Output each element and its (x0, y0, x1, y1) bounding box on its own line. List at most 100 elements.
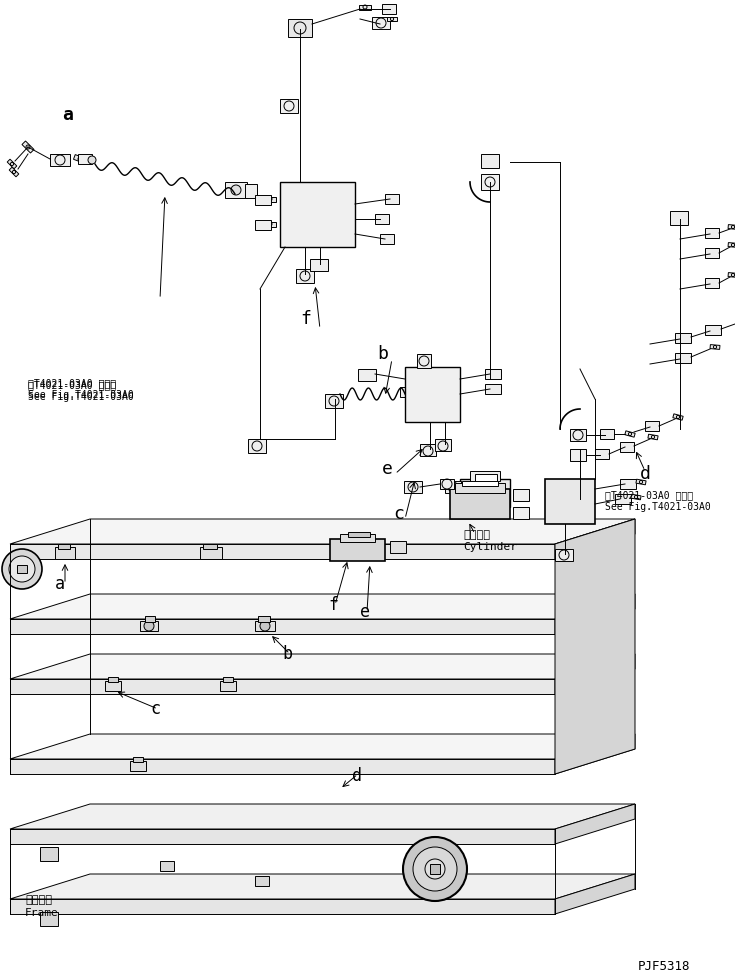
Bar (555, 549, 573, 562)
Bar (78, 154, 92, 165)
Text: b: b (377, 345, 388, 362)
Bar (675, 354, 691, 363)
Polygon shape (555, 655, 635, 695)
Bar (55, 547, 75, 560)
Text: d: d (640, 464, 651, 483)
Bar (600, 430, 614, 440)
Bar (145, 616, 155, 622)
Text: See Fig.T4021-03A0: See Fig.T4021-03A0 (605, 501, 711, 512)
Bar (223, 677, 233, 682)
Bar (385, 194, 399, 205)
Bar (430, 864, 440, 874)
Polygon shape (636, 480, 646, 486)
Text: 第T4021-03A0 図参照: 第T4021-03A0 図参照 (28, 378, 116, 388)
Bar (481, 154, 499, 169)
Bar (595, 449, 609, 459)
Bar (705, 229, 719, 238)
Bar (248, 440, 266, 453)
Bar (445, 482, 461, 493)
Bar (513, 489, 529, 501)
Polygon shape (10, 655, 635, 679)
Text: a: a (62, 106, 73, 124)
Bar (108, 677, 118, 682)
Bar (705, 325, 721, 336)
Bar (255, 221, 271, 231)
Polygon shape (555, 520, 635, 774)
Bar (358, 369, 376, 382)
Bar (288, 20, 312, 38)
Bar (280, 100, 298, 114)
Polygon shape (648, 435, 658, 441)
Bar (200, 547, 222, 560)
Polygon shape (10, 735, 635, 759)
Bar (670, 212, 688, 226)
Bar (405, 367, 460, 423)
Bar (485, 385, 501, 395)
Bar (140, 621, 158, 631)
Bar (375, 215, 389, 225)
Bar (570, 449, 586, 461)
Polygon shape (10, 594, 635, 619)
Bar (380, 234, 394, 245)
Circle shape (260, 621, 270, 631)
Bar (330, 539, 385, 562)
Text: e: e (382, 459, 393, 478)
Polygon shape (10, 168, 19, 178)
Text: Cylinder: Cylinder (463, 541, 517, 551)
Polygon shape (673, 414, 683, 421)
Bar (400, 388, 414, 398)
Bar (372, 18, 390, 30)
Bar (50, 154, 70, 167)
Bar (545, 480, 595, 525)
Bar (675, 334, 691, 344)
Bar (255, 195, 271, 206)
Polygon shape (22, 142, 34, 153)
Circle shape (9, 557, 35, 582)
Circle shape (413, 847, 457, 891)
Text: 第T4021-03A0 図参照: 第T4021-03A0 図参照 (28, 380, 116, 390)
Text: f: f (328, 595, 338, 614)
Bar (485, 369, 501, 380)
Bar (255, 621, 275, 631)
Circle shape (403, 837, 467, 901)
Bar (325, 395, 343, 408)
Polygon shape (10, 619, 555, 634)
Text: 第T4021-03A0 図参照: 第T4021-03A0 図参照 (605, 489, 693, 499)
Bar (435, 440, 451, 451)
Text: PJF5318: PJF5318 (637, 959, 690, 972)
Polygon shape (387, 18, 397, 21)
Polygon shape (10, 759, 555, 774)
Bar (420, 445, 436, 456)
Bar (705, 278, 719, 289)
Bar (296, 270, 314, 283)
Text: b: b (282, 645, 292, 662)
Bar (105, 681, 121, 692)
Text: c: c (150, 700, 160, 717)
Polygon shape (728, 274, 735, 278)
Bar (462, 482, 498, 487)
Text: d: d (352, 766, 362, 785)
Polygon shape (7, 160, 17, 170)
Polygon shape (10, 829, 555, 844)
Bar (455, 484, 505, 493)
Bar (450, 489, 510, 520)
Circle shape (144, 621, 154, 631)
Bar (130, 761, 146, 771)
Polygon shape (10, 520, 635, 544)
Circle shape (231, 186, 241, 195)
Bar (460, 480, 510, 507)
Polygon shape (555, 520, 635, 560)
Text: e: e (360, 603, 370, 620)
Bar (280, 183, 355, 248)
Polygon shape (10, 804, 635, 829)
Bar (620, 443, 634, 452)
Bar (615, 494, 631, 504)
Polygon shape (555, 735, 635, 774)
Bar (348, 532, 370, 537)
Circle shape (425, 859, 445, 879)
Bar (340, 534, 375, 542)
Bar (40, 847, 58, 861)
Bar (40, 913, 58, 926)
Bar (58, 544, 70, 549)
Text: See Fig.T4021-03A0: See Fig.T4021-03A0 (28, 392, 134, 402)
